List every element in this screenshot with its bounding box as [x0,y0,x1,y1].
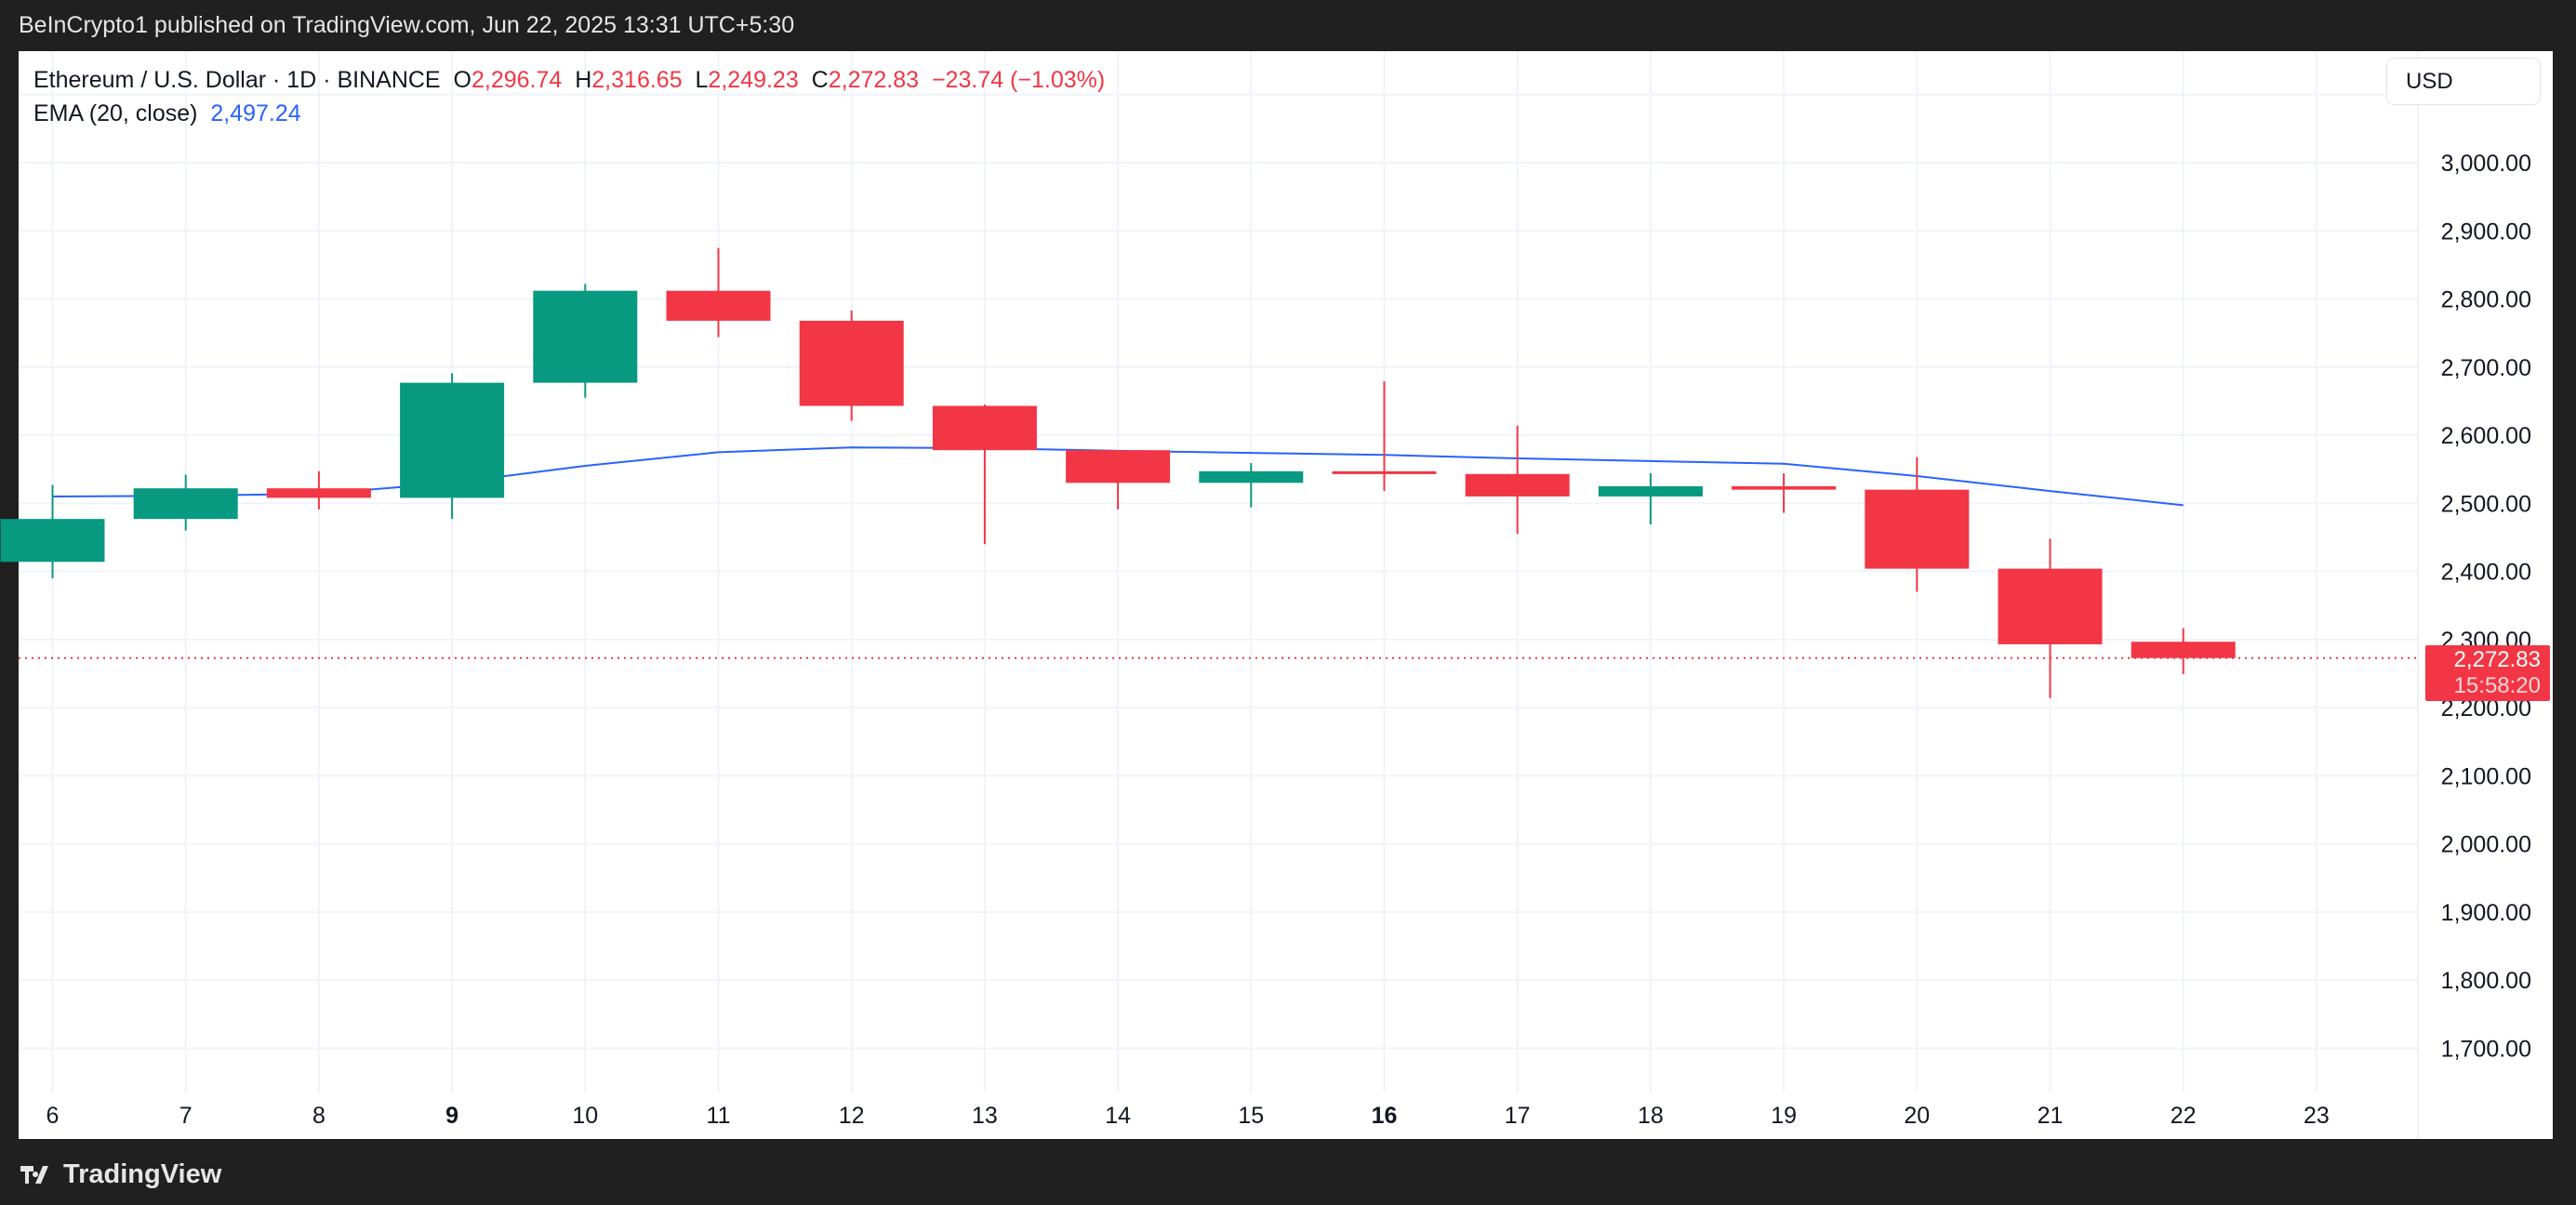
x-tick-label: 22 [2171,1103,2197,1129]
x-tick-label: 10 [572,1103,598,1129]
published-header: BeInCrypto1 published on TradingView.com… [19,12,795,38]
x-tick-label: 12 [839,1103,865,1129]
x-tick-label: 21 [2038,1103,2064,1129]
candle-body [1598,485,1703,497]
x-tick-label: 15 [1238,1103,1264,1129]
x-tick-label: 23 [2304,1103,2330,1129]
x-tick-label: 11 [707,1103,731,1129]
open-value: 2,296.74 [471,67,563,93]
x-tick-label: 20 [1904,1103,1930,1129]
last-price-tag: 2,272.83 15:58:20 [2425,645,2550,701]
ema-value: 2,497.24 [210,100,301,126]
x-tick-label: 17 [1505,1103,1531,1129]
y-tick-label: 2,100.00 [2441,763,2531,789]
y-tick-label: 2,000.00 [2441,832,2531,858]
x-tick-label: 9 [445,1103,458,1129]
y-tick-label: 1,700.00 [2441,1036,2531,1062]
y-tick-label: 2,700.00 [2441,355,2531,381]
candle-body [1465,473,1570,497]
candle-body [1066,450,1171,483]
x-tick-label: 6 [46,1103,60,1129]
x-tick-label: 18 [1638,1103,1664,1129]
y-tick-label: 2,600.00 [2441,423,2531,449]
y-tick-label: 2,500.00 [2441,491,2531,517]
candle-body [266,488,371,498]
x-tick-label: 16 [1372,1103,1398,1129]
candle-body [1332,470,1437,474]
x-tick-label: 19 [1771,1103,1797,1129]
close-label: C [811,67,829,93]
chart-legend: Ethereum / U.S. Dollar · 1D · BINANCE O2… [33,63,1105,130]
tradingview-logo-icon [20,1166,48,1184]
candle-body [1998,568,2103,644]
change-value: −23.74 (−1.03%) [931,67,1106,93]
last-price: 2,272.83 [2453,647,2541,672]
low-value: 2,249.23 [708,67,799,93]
y-tick-label: 1,900.00 [2441,900,2531,926]
candle-body [1199,470,1304,483]
candle-body [932,405,1037,451]
currency-button[interactable]: USD [2386,58,2541,105]
y-tick-label: 3,000.00 [2441,151,2531,177]
candle-body [2131,642,2236,658]
tradingview-logo[interactable]: TradingView [19,1151,221,1198]
candle-body [133,488,238,520]
footer-brand: TradingView [63,1159,222,1189]
ema-label[interactable]: EMA (20, close) [33,100,198,126]
y-tick-label: 1,800.00 [2441,968,2531,994]
candle-body [0,519,105,563]
open-label: O [453,67,471,93]
x-tick-label: 7 [179,1103,193,1129]
high-value: 2,316.65 [591,67,683,93]
close-value: 2,272.83 [828,67,920,93]
candle-body [1732,485,1837,490]
low-label: L [695,67,709,93]
y-tick-label: 2,800.00 [2441,287,2531,313]
bar-countdown: 15:58:20 [2453,673,2541,698]
candle-body [400,382,505,498]
symbol-title[interactable]: Ethereum / U.S. Dollar · 1D · BINANCE [33,67,441,93]
candle-body [533,290,638,383]
y-tick-label: 2,400.00 [2441,560,2531,586]
candle-body [666,290,771,321]
y-tick-label: 2,900.00 [2441,218,2531,245]
high-label: H [575,67,592,93]
candle-body [1865,489,1970,569]
ohlc-row: Ethereum / U.S. Dollar · 1D · BINANCE O2… [33,63,1105,97]
x-tick-label: 13 [972,1103,998,1129]
x-tick-label: 8 [312,1103,325,1129]
chart-panel[interactable] [19,51,2553,1139]
x-tick-label: 14 [1105,1103,1131,1129]
ema-row: EMA (20, close) 2,497.24 [33,97,1105,130]
candle-body [799,320,904,406]
